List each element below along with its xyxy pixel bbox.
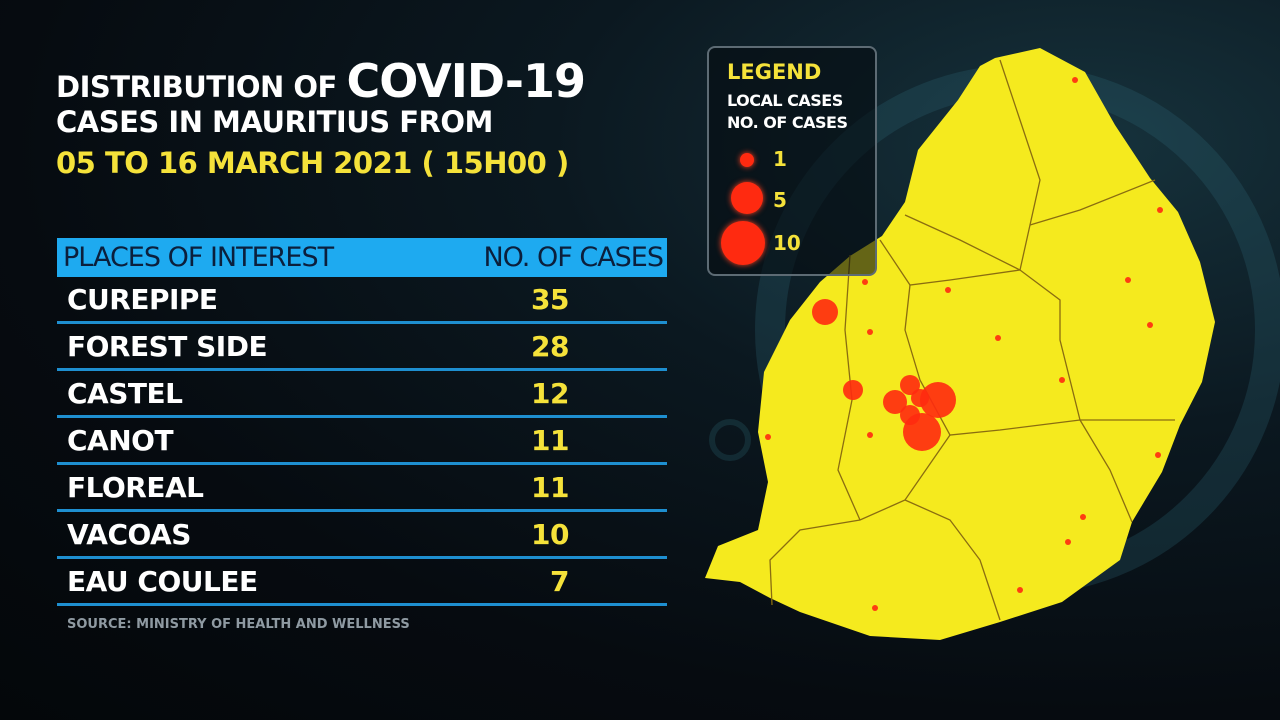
case-dot — [1080, 514, 1086, 520]
title-line1-prefix: DISTRIBUTION OF — [56, 70, 337, 104]
legend-dot-large — [721, 221, 765, 265]
table-row: FLOREAL 11 — [57, 465, 667, 512]
table-row: CASTEL 12 — [57, 371, 667, 418]
case-count: 11 — [531, 423, 569, 457]
case-count: 28 — [531, 329, 569, 363]
table-row: CANOT 11 — [57, 418, 667, 465]
legend-title: LEGEND — [727, 60, 822, 84]
case-count: 35 — [531, 282, 569, 316]
place-name: CASTEL — [67, 376, 183, 410]
case-dot — [900, 405, 920, 425]
legend-value: 5 — [773, 188, 787, 212]
case-dot — [1065, 539, 1071, 545]
place-name: FOREST SIDE — [67, 329, 268, 363]
case-dot — [1072, 77, 1078, 83]
case-dot — [1147, 322, 1153, 328]
place-name: CUREPIPE — [67, 282, 218, 316]
cases-table: PLACES OF INTEREST NO. OF CASES CUREPIPE… — [57, 238, 667, 606]
table-header: PLACES OF INTEREST NO. OF CASES — [57, 238, 667, 277]
header-cases: NO. OF CASES — [483, 242, 664, 273]
case-dot — [920, 382, 956, 418]
source-note: SOURCE: MINISTRY OF HEALTH AND WELLNESS — [67, 617, 410, 632]
case-dot — [843, 380, 863, 400]
case-dot — [765, 434, 771, 440]
place-name: CANOT — [67, 423, 174, 457]
legend-item: 1 — [709, 140, 869, 180]
case-count: 10 — [531, 517, 569, 551]
title-block: DISTRIBUTION OF COVID-19 CASES IN MAURIT… — [56, 58, 586, 180]
case-count: 7 — [550, 564, 569, 598]
legend-subtitle-count: NO. OF CASES — [727, 113, 848, 132]
case-dot — [862, 279, 868, 285]
case-dot — [1017, 587, 1023, 593]
legend-dot-small — [740, 153, 754, 167]
map-legend: LEGEND LOCAL CASES NO. OF CASES 1 5 10 — [707, 46, 877, 276]
case-dot — [1059, 377, 1065, 383]
case-dot — [883, 390, 907, 414]
place-name: VACOAS — [67, 517, 191, 551]
table-row: CUREPIPE 35 — [57, 277, 667, 324]
place-name: FLOREAL — [67, 470, 204, 504]
case-dot — [911, 389, 929, 407]
island-outline — [705, 48, 1215, 640]
case-dot — [945, 287, 951, 293]
legend-dot-medium — [731, 182, 763, 214]
case-dots — [765, 77, 1163, 611]
title-covid: COVID-19 — [346, 54, 585, 108]
title-date-range: 05 TO 16 MARCH 2021 ( 15H00 ) — [56, 146, 569, 180]
case-dot — [867, 329, 873, 335]
case-dot — [812, 299, 838, 325]
table-row: VACOAS 10 — [57, 512, 667, 559]
case-dot — [1155, 452, 1161, 458]
title-line2: CASES IN MAURITIUS FROM — [56, 105, 493, 139]
legend-item: 5 — [709, 178, 869, 218]
place-name: EAU COULEE — [67, 564, 258, 598]
header-places: PLACES OF INTEREST — [63, 242, 334, 273]
table-row: EAU COULEE 7 — [57, 559, 667, 606]
case-dot — [900, 375, 920, 395]
case-count: 11 — [531, 470, 569, 504]
legend-value: 10 — [773, 231, 801, 255]
case-dot — [1157, 207, 1163, 213]
legend-subtitle-local: LOCAL CASES — [727, 91, 843, 110]
case-dot — [872, 605, 878, 611]
case-dot — [867, 432, 873, 438]
legend-item: 10 — [709, 220, 869, 265]
table-row: FOREST SIDE 28 — [57, 324, 667, 371]
legend-subtitle: LOCAL CASES NO. OF CASES — [727, 90, 848, 134]
district-boundaries — [769, 59, 1175, 621]
case-count: 12 — [531, 376, 569, 410]
case-dot — [1125, 277, 1131, 283]
legend-value: 1 — [773, 147, 787, 171]
case-dot — [995, 335, 1001, 341]
